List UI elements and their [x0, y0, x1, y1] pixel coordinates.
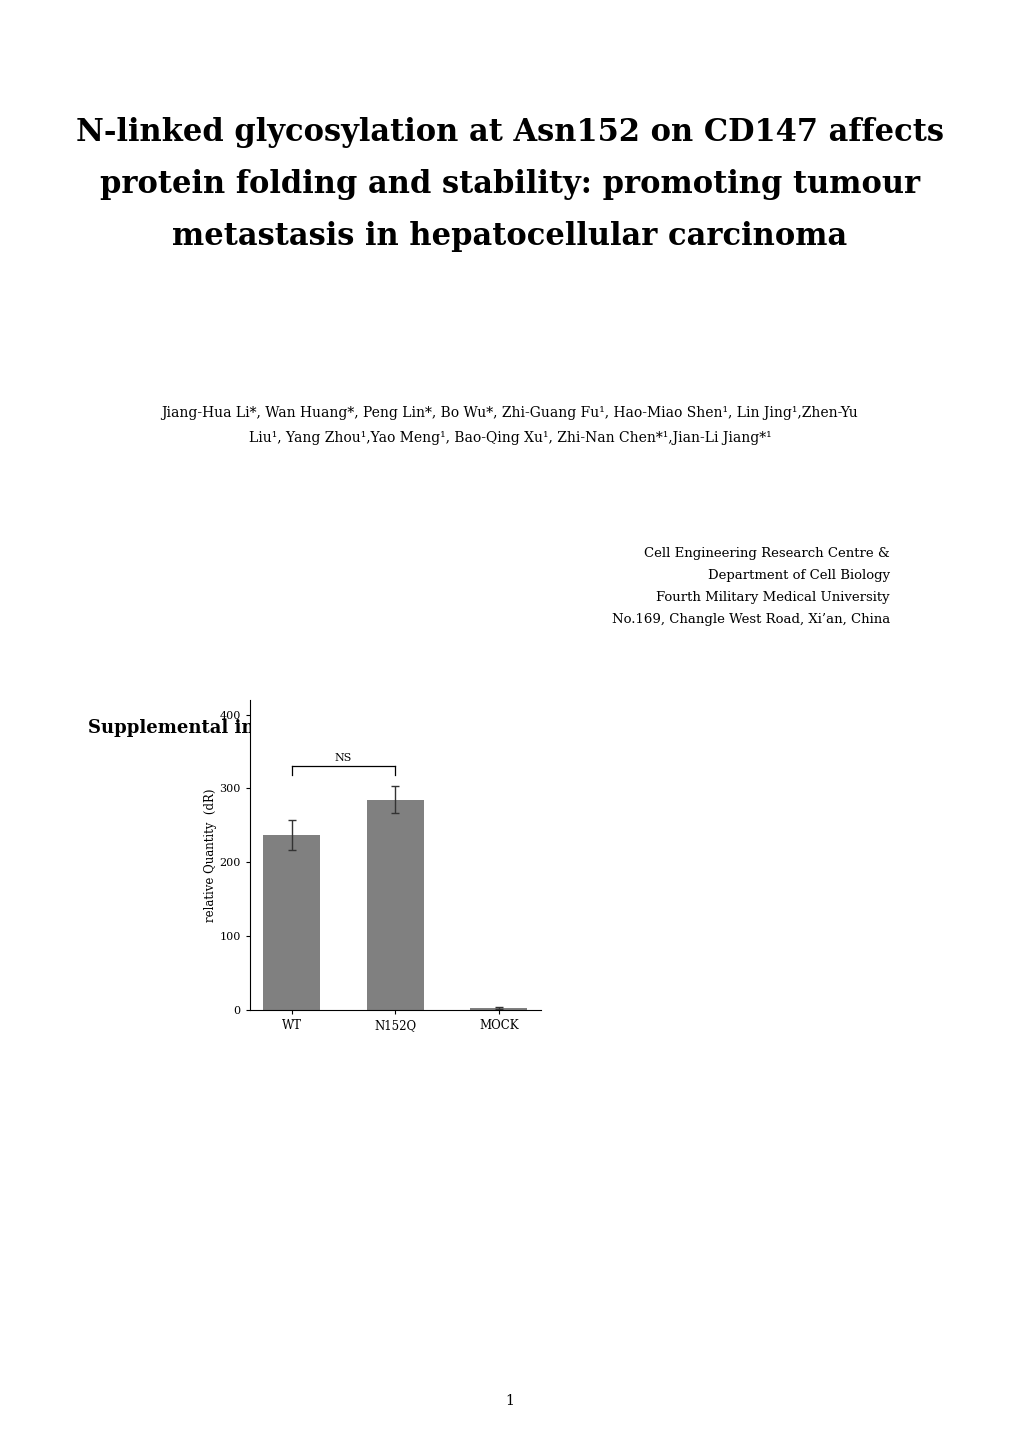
Text: Liu¹, Yang Zhou¹,Yao Meng¹, Bao-Qing Xu¹, Zhi-Nan Chen*¹,Jian-Li Jiang*¹: Liu¹, Yang Zhou¹,Yao Meng¹, Bao-Qing Xu¹… — [249, 431, 770, 444]
Text: Jiang-Hua Li*, Wan Huang*, Peng Lin*, Bo Wu*, Zhi-Guang Fu¹, Hao-Miao Shen¹, Lin: Jiang-Hua Li*, Wan Huang*, Peng Lin*, Bo… — [161, 405, 858, 420]
Bar — [367, 799, 423, 1010]
Bar — [470, 1007, 527, 1010]
Text: No.169, Changle West Road, Xi’an, China: No.169, Changle West Road, Xi’an, China — [611, 612, 890, 625]
Text: Cell Engineering Research Centre &: Cell Engineering Research Centre & — [644, 547, 890, 560]
Bar — [263, 835, 320, 1010]
Text: Supplemental information: Supplemental information — [88, 719, 355, 737]
Text: N-linked glycosylation at Asn152 on CD147 affects: N-linked glycosylation at Asn152 on CD14… — [76, 117, 943, 149]
Text: protein folding and stability: promoting tumour: protein folding and stability: promoting… — [100, 169, 919, 201]
Y-axis label: relative Quantity  (dR): relative Quantity (dR) — [204, 788, 216, 922]
Text: Fourth Military Medical University: Fourth Military Medical University — [656, 590, 890, 603]
Text: NS: NS — [334, 753, 352, 763]
Text: Department of Cell Biology: Department of Cell Biology — [707, 569, 890, 582]
Text: a: a — [250, 714, 261, 732]
Text: metastasis in hepatocellular carcinoma: metastasis in hepatocellular carcinoma — [172, 221, 847, 253]
Text: 1: 1 — [505, 1394, 514, 1408]
